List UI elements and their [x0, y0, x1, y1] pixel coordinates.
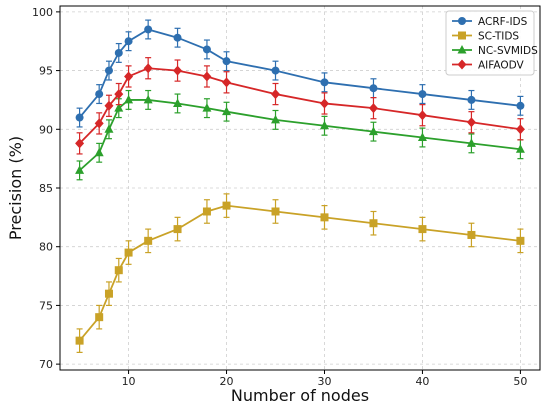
data-point — [143, 94, 153, 104]
data-point — [173, 65, 183, 76]
y-tick-label: 100 — [32, 6, 53, 19]
legend: ACRF-IDS SC-TIDS NC-SVMIDS AIFAODV — [445, 10, 538, 76]
data-point — [418, 90, 427, 99]
data-point — [202, 45, 211, 54]
legend-label: ACRF-IDS — [478, 16, 528, 28]
x-tick-label: 30 — [317, 375, 331, 388]
data-point — [75, 138, 85, 149]
data-point — [319, 98, 329, 109]
data-point — [271, 207, 280, 216]
data-point — [516, 236, 525, 245]
y-tick-label: 90 — [39, 123, 53, 136]
legend-marker — [457, 45, 467, 54]
data-point — [75, 165, 85, 174]
data-point — [104, 100, 114, 111]
data-point — [417, 132, 427, 142]
legend-label: NC-SVMIDS — [478, 45, 538, 57]
y-tick-label: 85 — [39, 182, 53, 195]
x-axis-label: Number of nodes — [231, 386, 369, 405]
series-layer — [75, 19, 525, 353]
series-line — [78, 99, 521, 172]
data-point — [173, 225, 182, 234]
data-point — [467, 95, 476, 104]
series-line — [78, 204, 521, 342]
data-point — [144, 25, 153, 34]
x-tick-label: 10 — [122, 375, 136, 388]
data-point — [222, 201, 231, 210]
data-point — [515, 144, 525, 153]
series-aifaodv — [75, 57, 525, 155]
data-point — [124, 71, 134, 82]
y-axis-label: Precision (%) — [6, 136, 25, 240]
data-point — [271, 89, 281, 100]
x-tick-label: 50 — [513, 375, 527, 388]
data-point — [319, 120, 329, 130]
legend-marker — [457, 59, 467, 70]
series-sc-tids — [75, 193, 525, 353]
data-point — [173, 98, 183, 107]
data-point — [466, 138, 476, 147]
data-point — [144, 236, 153, 245]
data-point — [222, 106, 232, 116]
data-point — [124, 37, 133, 46]
data-point — [114, 48, 123, 57]
data-point — [75, 113, 84, 122]
data-point — [368, 103, 378, 114]
data-point — [114, 103, 124, 112]
data-point — [516, 101, 525, 110]
data-point — [369, 219, 378, 228]
x-tick-label: 20 — [220, 375, 234, 388]
data-point — [271, 114, 281, 124]
data-point — [369, 84, 378, 93]
data-point — [467, 230, 476, 239]
legend-marker — [458, 31, 466, 40]
legend-label: AIFAODV — [478, 60, 525, 72]
data-point — [94, 118, 104, 129]
data-point — [173, 33, 182, 42]
data-point — [515, 124, 525, 135]
y-tick-label: 70 — [39, 358, 53, 371]
data-point — [222, 77, 232, 88]
y-tick-label: 80 — [39, 241, 53, 254]
data-point — [114, 266, 123, 275]
data-point — [94, 147, 104, 157]
data-point — [222, 57, 231, 66]
y-tick-label: 95 — [39, 65, 53, 78]
data-point — [320, 78, 329, 87]
data-point — [202, 207, 211, 216]
axis-layer: 10 20 30 40 50 70 75 80 85 90 95 100 — [32, 5, 541, 388]
data-point — [202, 71, 212, 82]
data-point — [368, 126, 378, 136]
legend-box — [445, 10, 535, 76]
data-point — [104, 124, 114, 133]
data-point — [124, 94, 134, 104]
data-point — [95, 90, 104, 99]
legend-label: SC-TIDS — [478, 31, 519, 43]
data-point — [466, 117, 476, 128]
grid-layer — [60, 6, 540, 370]
data-point — [418, 225, 427, 234]
data-point — [271, 66, 280, 75]
legend-marker — [458, 17, 466, 25]
data-point — [417, 110, 427, 121]
y-tick-label: 75 — [39, 299, 53, 312]
series-line — [78, 67, 521, 145]
series-acrf-ids — [75, 19, 525, 128]
data-point — [75, 336, 84, 345]
data-point — [124, 248, 133, 257]
series-nc-svmids — [75, 89, 525, 181]
data-point — [114, 89, 124, 100]
data-point — [202, 103, 212, 112]
data-point — [104, 66, 113, 75]
data-point — [95, 313, 104, 322]
x-tick-label: 40 — [415, 375, 429, 388]
data-point — [320, 213, 329, 222]
data-point — [143, 63, 153, 74]
data-point — [104, 289, 113, 298]
